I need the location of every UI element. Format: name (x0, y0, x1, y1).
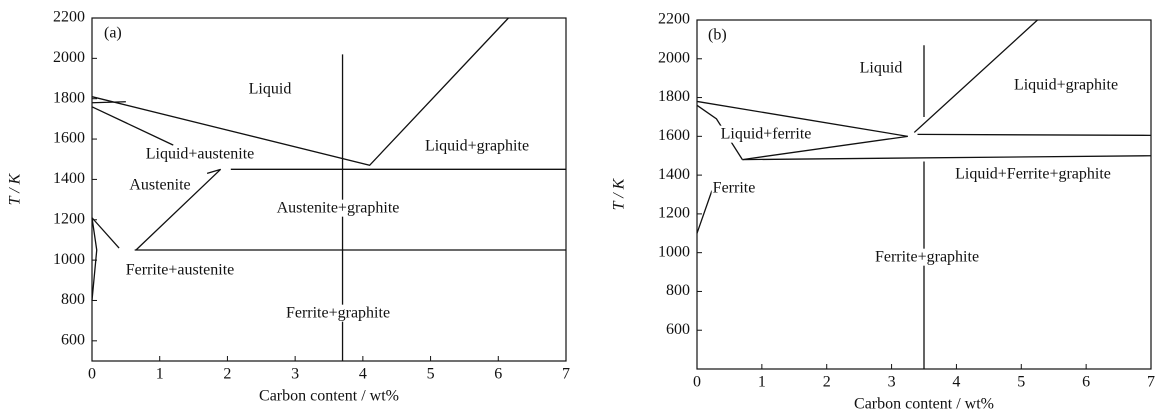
panel-label: (b) (708, 27, 727, 44)
y-tick-label: 1000 (658, 243, 690, 260)
region-label: Ferrite+austenite (126, 262, 235, 279)
region-label: Liquid+austenite (146, 146, 255, 163)
phase-boundary (696, 104, 743, 160)
region-label-bg (954, 165, 1112, 183)
phase-boundary (91, 101, 126, 104)
x-axis-label: Carbon content / wt% (259, 388, 399, 405)
region-label-bg (284, 304, 392, 322)
y-tick-label: 1400 (53, 170, 85, 187)
x-tick-label: 3 (888, 374, 896, 391)
region-label: Liquid+ferrite (721, 126, 812, 143)
x-tick-label: 1 (156, 366, 164, 383)
x-tick-label: 5 (427, 366, 435, 383)
x-tick-label: 1 (758, 374, 766, 391)
region-label-bg (275, 199, 401, 217)
y-tick-label: 1600 (658, 127, 690, 144)
phase-boundary (917, 133, 1152, 137)
y-tick-label: 600 (61, 331, 85, 348)
y-tick-label: 1200 (658, 205, 690, 222)
x-axis-label: Carbon content / wt% (854, 396, 994, 413)
region-label-bg (711, 179, 757, 197)
y-tick-label: 1400 (658, 166, 690, 183)
phase-boundary (135, 168, 222, 251)
phase-boundary (696, 100, 908, 137)
x-tick-label: 3 (291, 366, 299, 383)
region-label-bg (124, 261, 236, 279)
phase-boundary (91, 217, 98, 301)
x-tick-label: 7 (562, 366, 570, 383)
phase-boundary (91, 217, 120, 249)
y-tick-label: 2200 (658, 11, 690, 28)
plot-frame (91, 17, 567, 362)
y-tick-label: 2000 (53, 49, 85, 66)
y-axis-label: T / K (611, 177, 628, 210)
phase-boundary (91, 106, 174, 146)
region-label-bg (719, 125, 813, 143)
y-tick-label: 800 (666, 282, 690, 299)
region-label-bg (247, 80, 293, 98)
region-label: Liquid+graphite (1014, 77, 1118, 94)
y-tick-label: 1800 (658, 88, 690, 105)
phase-boundary (696, 190, 713, 234)
region-label: Liquid+Ferrite+graphite (955, 166, 1111, 183)
region-label: Liquid (860, 60, 903, 77)
y-tick-label: 800 (61, 291, 85, 308)
y-tick-label: 600 (666, 321, 690, 338)
region-label: Austenite+graphite (277, 200, 400, 217)
region-label-bg (128, 176, 192, 194)
region-label-bg (423, 137, 531, 155)
region-label-bg (858, 59, 904, 77)
phase-boundary (742, 135, 908, 161)
region-label: Ferrite (713, 180, 756, 197)
x-tick-label: 4 (952, 374, 960, 391)
y-tick-label: 2200 (53, 9, 85, 26)
x-tick-label: 7 (1147, 374, 1155, 391)
region-label-bg (1012, 76, 1120, 94)
y-tick-label: 1200 (53, 210, 85, 227)
phase-boundary (913, 19, 1038, 133)
region-label: Liquid (249, 81, 292, 98)
panel-label: (a) (104, 25, 122, 42)
region-label: Ferrite+graphite (286, 305, 390, 322)
region-label: Austenite (129, 177, 190, 194)
phase-boundary (91, 17, 509, 167)
y-tick-label: 1600 (53, 130, 85, 147)
x-tick-label: 4 (359, 366, 367, 383)
region-label: Liquid+graphite (425, 138, 529, 155)
x-tick-label: 6 (1082, 374, 1090, 391)
region-label-bg (873, 248, 981, 266)
y-tick-label: 2000 (658, 49, 690, 66)
y-tick-label: 1800 (53, 89, 85, 106)
x-tick-label: 6 (494, 366, 502, 383)
region-label: Ferrite+graphite (875, 249, 979, 266)
y-tick-label: 1000 (53, 251, 85, 268)
x-tick-label: 0 (88, 366, 96, 383)
phase-boundary (742, 155, 1152, 161)
y-axis-label: T / K (7, 172, 24, 205)
x-tick-label: 0 (693, 374, 701, 391)
x-tick-label: 2 (223, 366, 231, 383)
region-label-bg (144, 145, 256, 163)
x-tick-label: 5 (1017, 374, 1025, 391)
x-tick-label: 2 (823, 374, 831, 391)
